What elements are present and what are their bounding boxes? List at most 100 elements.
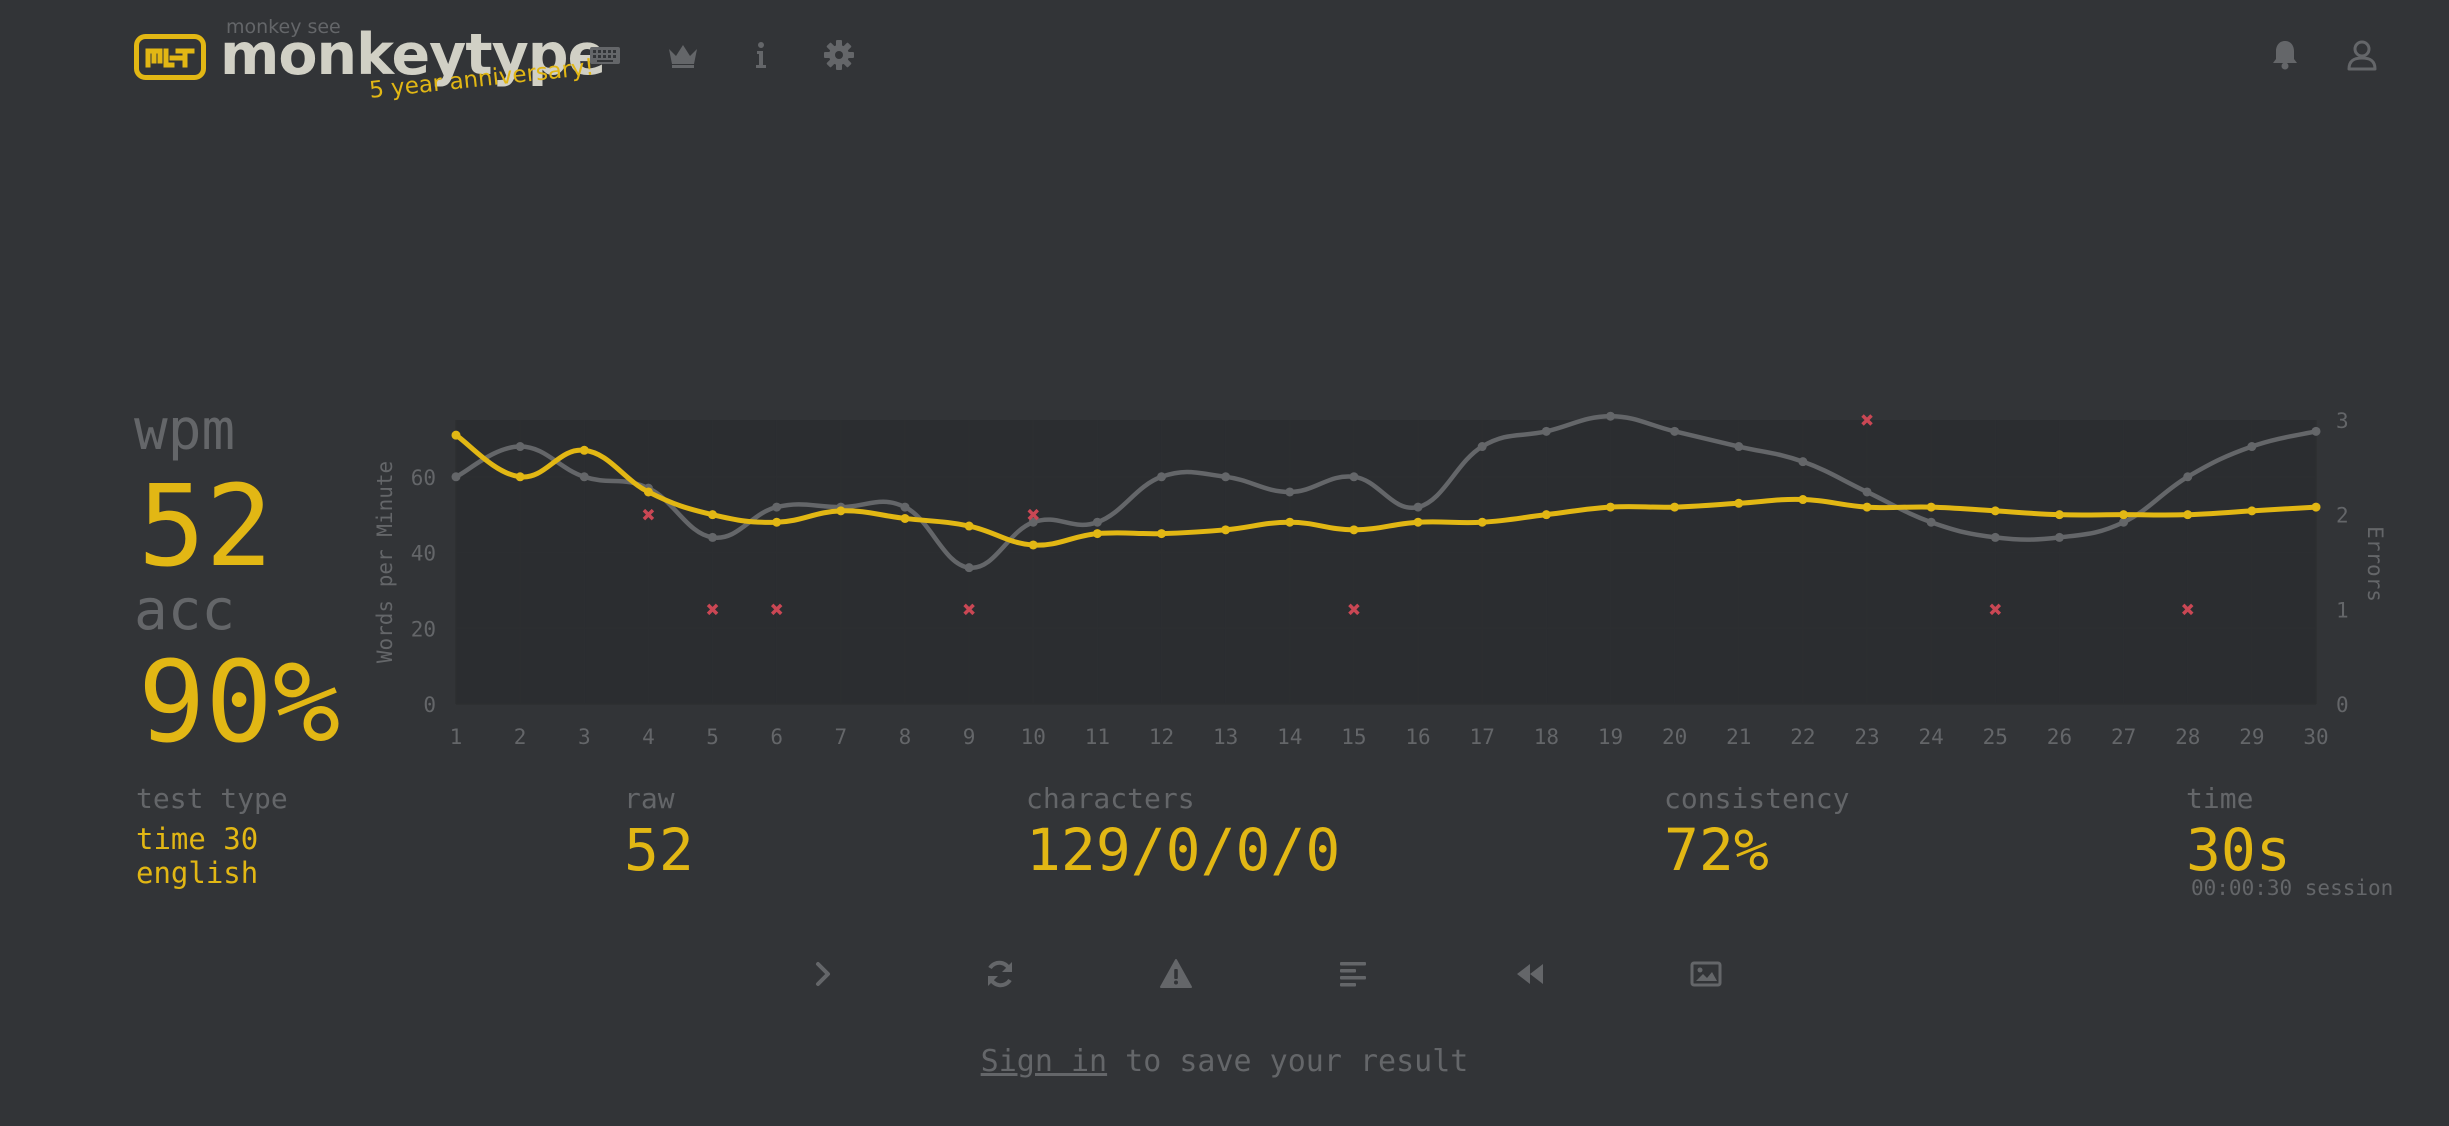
logo-tagline: monkey see — [226, 16, 341, 38]
y-tick-label: 0 — [423, 693, 436, 717]
x-tick-label: 4 — [642, 725, 655, 749]
wpm-point — [1092, 529, 1102, 539]
signin-message: Sign in to save your result — [0, 1044, 2449, 1079]
x-tick-label: 28 — [2175, 725, 2200, 749]
crown-icon — [669, 45, 697, 68]
raw-point — [708, 532, 718, 542]
y2-tick-label: 0 — [2336, 693, 2349, 717]
error-marker — [963, 603, 975, 616]
raw-point — [772, 502, 782, 512]
wpm-point — [1605, 502, 1615, 512]
y-tick-label: 60 — [411, 466, 436, 490]
acc-label: acc — [134, 578, 236, 643]
wpm-point — [1413, 517, 1423, 527]
nav-settings-button[interactable] — [820, 36, 858, 74]
practice-words-button[interactable] — [1154, 952, 1198, 996]
x-tick-label: 14 — [1277, 725, 1302, 749]
raw-point — [2247, 442, 2257, 452]
logo-text: monkeytype — [220, 22, 606, 88]
raw-label: raw — [624, 782, 675, 815]
test-type-mode: time 30 — [136, 822, 259, 856]
y2-tick-label: 3 — [2336, 409, 2349, 433]
raw-point — [2183, 472, 2193, 482]
warning-icon — [1160, 959, 1192, 988]
wpm-point — [2054, 510, 2064, 520]
wpm-point — [1157, 529, 1167, 539]
user-icon — [2347, 40, 2377, 71]
nav-leaderboards-button[interactable] — [664, 36, 702, 74]
wpm-point — [515, 472, 525, 482]
wpm-point — [2247, 506, 2257, 516]
x-tick-label: 5 — [706, 725, 719, 749]
raw-point — [2311, 426, 2321, 436]
nav-about-button[interactable] — [742, 36, 780, 74]
x-tick-label: 16 — [1405, 725, 1430, 749]
x-tick-label: 13 — [1213, 725, 1238, 749]
test-type-language: english — [136, 856, 259, 890]
y-tick-label: 40 — [411, 542, 436, 566]
logo[interactable]: monkey see monkeytype 5 year anniversary… — [134, 16, 606, 108]
time-label: time — [2186, 782, 2254, 815]
y-tick-label: 20 — [411, 617, 436, 641]
wpm-value: 52 — [138, 462, 273, 592]
x-tick-label: 30 — [2303, 725, 2328, 749]
x-tick-label: 11 — [1085, 725, 1110, 749]
keyboard-icon — [590, 47, 620, 64]
x-tick-label: 27 — [2111, 725, 2136, 749]
raw-point — [1605, 411, 1615, 421]
time-value: 30s — [2186, 816, 2291, 884]
x-tick-label: 6 — [770, 725, 783, 749]
wpm-point — [900, 513, 910, 523]
wpm-point — [1028, 540, 1038, 550]
acc-value: 90% — [138, 638, 341, 768]
raw-point — [1092, 517, 1102, 527]
raw-point — [1734, 442, 1744, 452]
y2-tick-label: 1 — [2336, 598, 2349, 622]
raw-point — [1477, 442, 1487, 452]
x-tick-label: 15 — [1341, 725, 1366, 749]
wpm-point — [1990, 506, 2000, 516]
save-screenshot-button[interactable] — [1684, 952, 1728, 996]
raw-point — [1541, 426, 1551, 436]
test-type-label: test type — [136, 782, 288, 815]
raw-point — [1349, 472, 1359, 482]
x-tick-label: 2 — [514, 725, 527, 749]
wpm-label: wpm — [134, 398, 236, 463]
y2-tick-label: 2 — [2336, 504, 2349, 528]
wpm-point — [2119, 510, 2129, 520]
error-marker — [706, 603, 719, 616]
notifications-button[interactable] — [2266, 36, 2304, 74]
wpm-point — [1734, 498, 1744, 508]
chevron-right-icon — [816, 962, 830, 986]
x-tick-label: 8 — [899, 725, 912, 749]
wpm-point — [1670, 502, 1680, 512]
x-tick-label: 9 — [963, 725, 976, 749]
wpm-point — [772, 517, 782, 527]
y-axis-label: Words per Minute — [373, 461, 397, 663]
replay-button[interactable] — [1508, 952, 1552, 996]
x-tick-label: 18 — [1534, 725, 1559, 749]
restart-test-button[interactable] — [978, 952, 1022, 996]
wpm-point — [1862, 502, 1872, 512]
session-time: 00:00:30 session — [2191, 876, 2394, 900]
account-button[interactable] — [2343, 36, 2381, 74]
x-tick-label: 1 — [450, 725, 463, 749]
consistency-value: 72% — [1664, 816, 1769, 884]
characters-label: characters — [1026, 782, 1195, 815]
wpm-point — [1349, 525, 1359, 535]
raw-point — [1221, 472, 1231, 482]
x-tick-label: 26 — [2047, 725, 2072, 749]
info-icon — [756, 42, 766, 68]
next-test-button[interactable] — [801, 952, 845, 996]
signin-link[interactable]: Sign in — [980, 1044, 1108, 1079]
characters-value: 129/0/0/0 — [1026, 816, 1341, 884]
wpm-point — [643, 487, 653, 497]
x-tick-label: 29 — [2239, 725, 2264, 749]
words-history-button[interactable] — [1331, 952, 1375, 996]
nav-test-button[interactable] — [586, 36, 624, 74]
raw-point — [1285, 487, 1295, 497]
wpm-point — [708, 510, 718, 520]
wpm-point — [579, 445, 589, 455]
wpm-point — [1477, 517, 1487, 527]
